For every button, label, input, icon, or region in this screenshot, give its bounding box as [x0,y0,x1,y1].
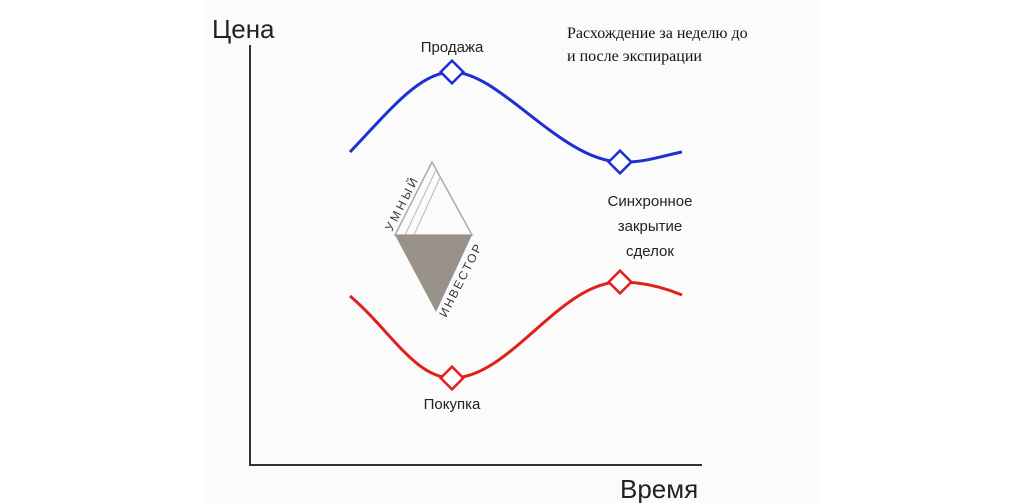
buy-label: Покупка [424,396,481,413]
buy-marker [438,364,466,392]
sync-label: закрытие [618,218,683,235]
sell-label: Продажа [421,39,484,56]
y-axis-label: Цена [212,14,275,44]
x-axis-label: Время [620,474,698,503]
note-line: и после экспирации [567,48,702,65]
note-line: Расхождение за неделю до [567,25,748,42]
sell-curve [348,70,683,164]
watermark-lines [404,169,441,236]
sync-marker [606,148,634,176]
sync-label: сделок [626,243,674,260]
buy-curve [349,280,683,380]
watermark-fill [395,235,472,312]
sell-marker [438,58,466,86]
background [205,0,820,503]
sync-label: Синхронное [608,193,693,210]
sync-marker [606,268,634,296]
